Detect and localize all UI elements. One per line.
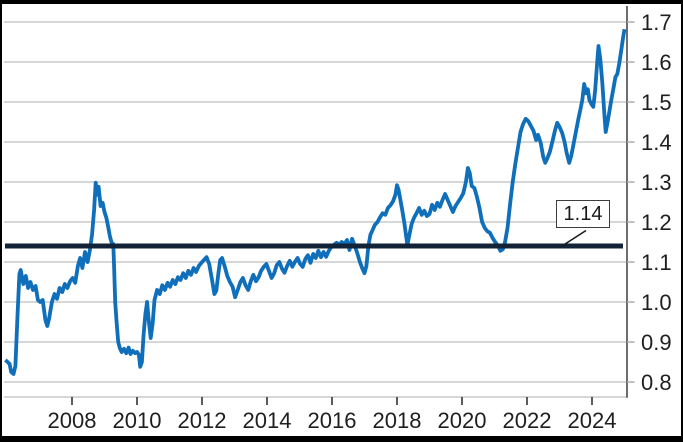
annotation-box: 1.14	[556, 200, 610, 228]
x-axis-tick-label: 2020	[437, 408, 487, 433]
x-axis-tick-label: 2012	[177, 408, 227, 433]
x-axis-tick-label: 2014	[242, 408, 292, 433]
y-axis-tick-label: 1.1	[641, 249, 672, 275]
y-axis-tick-label: 1.6	[641, 49, 672, 75]
annotation-label: 1.14	[563, 202, 603, 225]
y-axis-tick-label: 1.0	[641, 289, 672, 315]
x-axis-tick-label: 2022	[502, 408, 552, 433]
data-line	[4, 28, 627, 376]
x-axis-tick-label: 2008	[47, 408, 97, 433]
x-axis-tick-label: 2024	[567, 408, 617, 433]
y-axis-tick-label: 0.8	[641, 369, 672, 395]
y-axis-tick-label: 1.2	[641, 209, 672, 235]
y-axis-tick-label: 1.5	[641, 89, 672, 115]
annotation-leader-line	[561, 229, 587, 247]
x-axis-tick-label: 2010	[112, 408, 162, 433]
y-axis-tick-label: 1.3	[641, 169, 672, 195]
x-axis-tick-label: 2016	[307, 408, 357, 433]
y-axis-tick-label: 1.4	[641, 129, 672, 155]
y-axis-tick-label: 0.9	[641, 329, 672, 355]
x-axis-tick-label: 2018	[372, 408, 422, 433]
y-axis-tick-label: 1.7	[641, 9, 672, 35]
